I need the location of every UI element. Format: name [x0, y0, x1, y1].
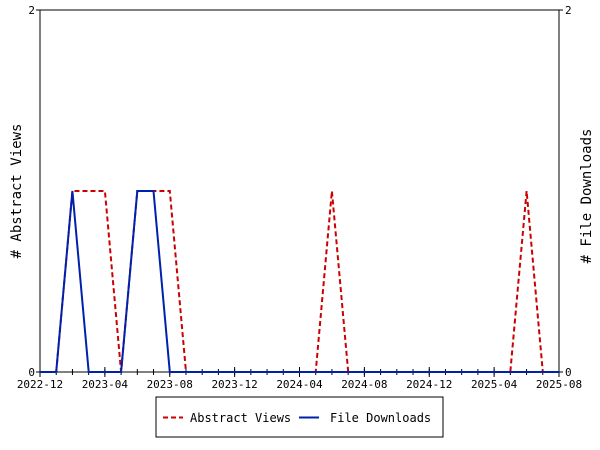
- x-tick-label: 2023-12: [211, 378, 257, 391]
- y-tick-label-left: 2: [28, 4, 35, 17]
- legend: Abstract Views File Downloads: [155, 396, 444, 438]
- x-tick-label: 2025-04: [471, 378, 518, 391]
- y-tick-label-right: 0: [565, 366, 572, 379]
- x-tick-label: 2023-08: [147, 378, 193, 391]
- series-layer: [40, 190, 559, 373]
- x-tick-label: 2024-04: [276, 378, 323, 391]
- x-tick-label: 2025-08: [536, 378, 582, 391]
- series-line-file-downloads: [40, 190, 559, 373]
- legend-label-file-downloads: File Downloads: [330, 411, 431, 425]
- plot-area: 2022-12 2023-04 2023-08 2023-12 2024-04 2024-…: [17, 4, 582, 391]
- y-tick-label-left: 0: [28, 366, 35, 379]
- series-line-abstract-views: [40, 190, 559, 373]
- x-tick-label: 2023-04: [82, 378, 129, 391]
- plot-frame: [39, 9, 560, 373]
- legend-label-abstract-views: Abstract Views: [190, 411, 291, 425]
- x-tick-label: 2022-12: [17, 378, 63, 391]
- y-axis-title-right: # File Downloads: [579, 129, 595, 264]
- y-tick-label-right: 2: [565, 4, 572, 17]
- x-tick-label: 2024-08: [341, 378, 387, 391]
- x-tick-label: 2024-12: [406, 378, 452, 391]
- y-axis-title-left: # Abstract Views: [9, 124, 25, 259]
